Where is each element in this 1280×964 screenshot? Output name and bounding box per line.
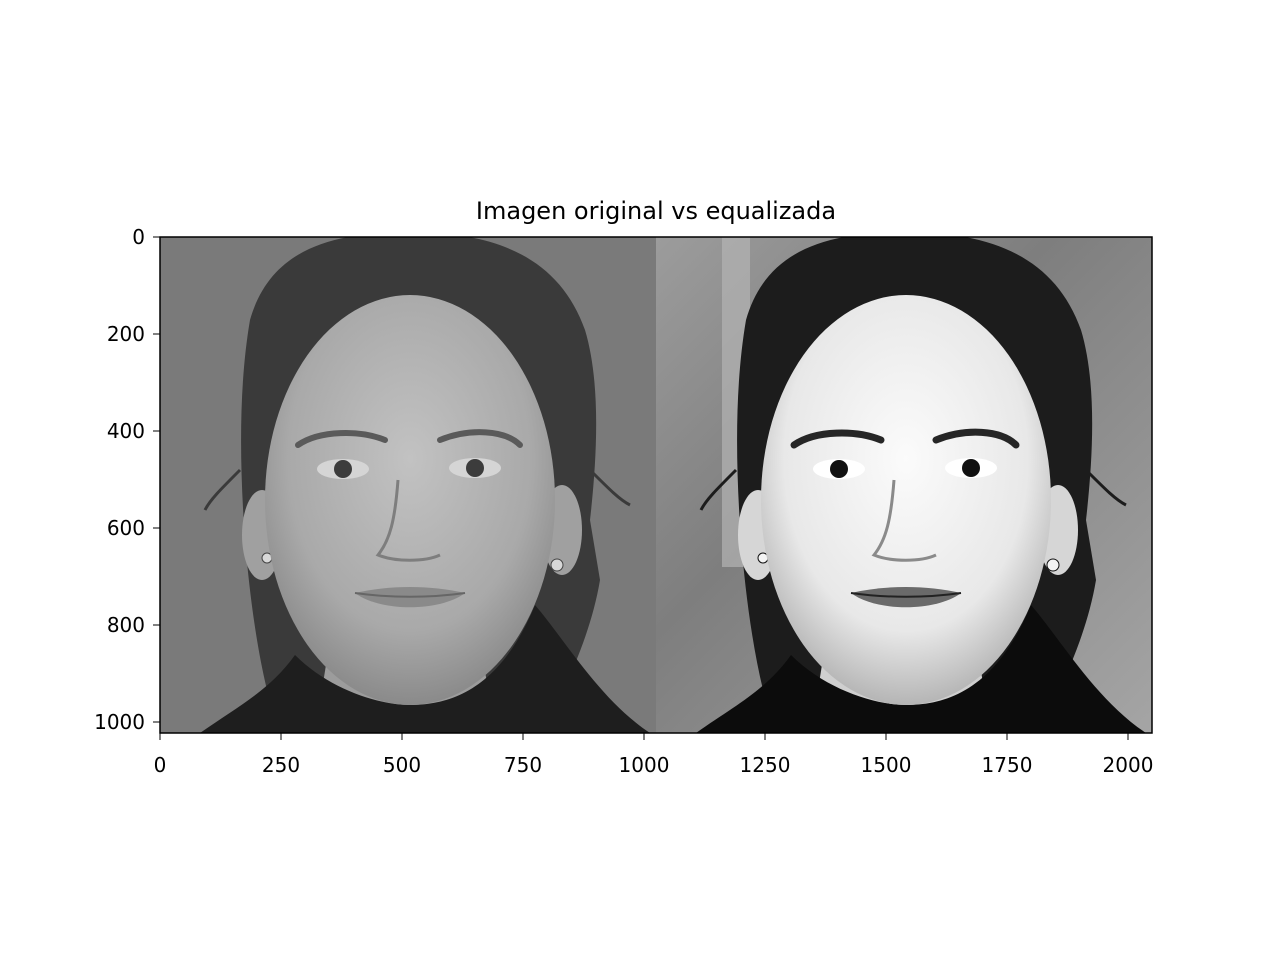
- y-axis: 0 200 400 600 800 1000: [94, 225, 160, 734]
- y-tick-label: 1000: [94, 710, 145, 734]
- equalized-image-panel: [656, 237, 1152, 733]
- x-tick-label: 500: [383, 753, 421, 777]
- y-tick-label: 200: [107, 322, 145, 346]
- x-tick-label: 1250: [740, 753, 791, 777]
- y-tick-label: 0: [132, 225, 145, 249]
- y-tick-label: 400: [107, 419, 145, 443]
- image-area: [160, 237, 1152, 733]
- x-tick-label: 750: [504, 753, 542, 777]
- figure-title: Imagen original vs equalizada: [476, 197, 836, 225]
- x-tick-label: 2000: [1103, 753, 1154, 777]
- x-tick-label: 1000: [619, 753, 670, 777]
- original-image-panel: [160, 237, 656, 733]
- y-tick-label: 600: [107, 516, 145, 540]
- axes-frame: [159, 236, 1153, 734]
- x-tick-label: 1500: [861, 753, 912, 777]
- y-tick-label: 800: [107, 613, 145, 637]
- x-tick-label: 250: [262, 753, 300, 777]
- x-tick-label: 0: [154, 753, 167, 777]
- x-tick-label: 1750: [982, 753, 1033, 777]
- x-axis: 0 250 500 750 1000 1250 1500 1750 2000: [154, 733, 1154, 777]
